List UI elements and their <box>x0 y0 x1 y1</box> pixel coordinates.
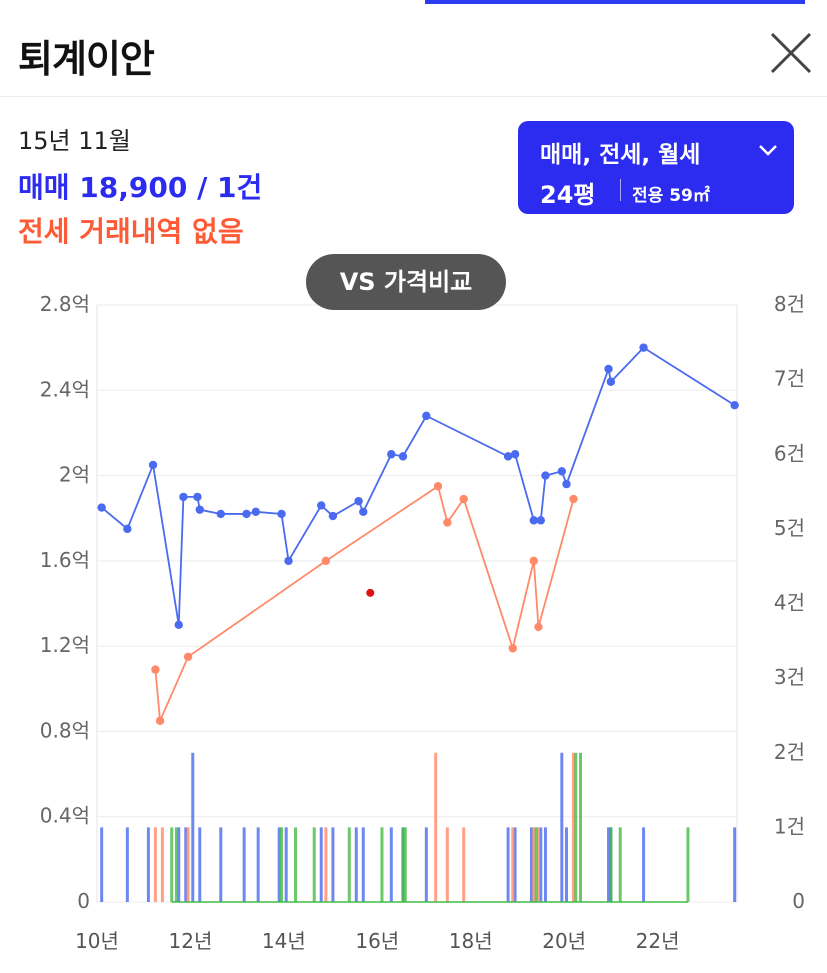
divider <box>620 179 621 201</box>
y-right-tick-label: 1건 <box>774 814 805 838</box>
data-point-sale <box>97 503 106 512</box>
close-icon <box>770 32 812 74</box>
data-point-sale <box>606 377 616 386</box>
data-point-jeonse <box>321 556 331 566</box>
data-point-sale <box>148 460 158 470</box>
pyeong-label: 24평 <box>540 181 596 209</box>
y-left-tick-label: 1.6억 <box>40 548 90 572</box>
x-tick-label: 10년 <box>75 929 119 953</box>
data-point-jeonse <box>569 494 578 504</box>
jeonse-summary: 전세 거래내역 없음 <box>18 215 244 248</box>
data-point-sale <box>730 401 739 410</box>
y-left-tick-label: 0 <box>77 889 90 913</box>
data-point-sale <box>604 364 613 374</box>
data-point-sale <box>562 479 571 489</box>
data-point-sale <box>242 509 251 519</box>
data-point-sale <box>541 471 550 480</box>
y-right-tick-label: 7건 <box>774 367 805 391</box>
data-point-sale <box>359 507 368 517</box>
data-point-sale <box>328 511 338 521</box>
data-point-jeonse <box>534 622 543 632</box>
close-button[interactable] <box>764 26 818 80</box>
data-point-jeonse <box>183 652 193 662</box>
page-title: 퇴계이안 <box>18 37 155 81</box>
vs-compare-button[interactable]: VS 가격비교 <box>306 254 506 310</box>
header: 퇴계이안 <box>0 4 827 97</box>
data-point-sale <box>193 492 202 502</box>
x-tick-label: 16년 <box>355 929 399 953</box>
y-left-tick-label: 2.8억 <box>40 292 90 316</box>
series-line-sale <box>101 346 736 625</box>
period-label: 15년 11월 <box>18 127 131 155</box>
x-tick-label: 18년 <box>449 929 493 953</box>
data-point-sale <box>277 509 286 519</box>
series-line-jeonse <box>154 484 575 722</box>
y-right-tick-label: 6건 <box>774 441 805 465</box>
y-left-tick-label: 0.4억 <box>40 804 90 828</box>
y-left-tick-label: 1.2억 <box>40 633 90 657</box>
data-point-sale <box>422 411 431 421</box>
data-point-jeonse <box>529 556 538 566</box>
data-point-sale <box>639 343 648 352</box>
data-point-sale <box>251 507 261 517</box>
x-tick-label: 14년 <box>262 929 306 953</box>
x-tick-label: 20년 <box>542 929 586 953</box>
y-right-tick-label: 5건 <box>774 516 805 540</box>
data-point-sale <box>195 505 204 514</box>
y-left-tick-label: 2.4억 <box>40 377 90 401</box>
sale-summary: 매매 18,900 / 1건 <box>18 171 263 204</box>
transaction-info: 15년 11월 매매 18,900 / 1건 전세 거래내역 없음 <box>18 124 262 254</box>
data-point-jeonse <box>433 482 443 491</box>
x-tick-label: 22년 <box>636 929 680 953</box>
data-point-sale <box>354 496 363 506</box>
trade-type-selector[interactable]: 매매, 전세, 월세 24평 전용 59㎡ <box>518 121 794 214</box>
data-point-sale <box>284 556 293 566</box>
y-right-tick-label: 8건 <box>774 292 805 316</box>
data-point-jeonse <box>151 665 160 674</box>
chevron-down-icon <box>758 138 778 162</box>
data-point-jeonse <box>508 644 517 653</box>
area-label: 전용 59㎡ <box>632 186 710 206</box>
data-point-sale <box>179 492 188 502</box>
data-point-sale <box>510 450 520 459</box>
x-tick-label: 12년 <box>169 929 213 953</box>
data-point-sale <box>174 620 183 630</box>
y-right-tick-label: 2건 <box>774 740 805 764</box>
y-right-tick-label: 3건 <box>774 665 805 689</box>
top-accent-bar <box>425 0 805 4</box>
data-point-sale <box>216 509 225 519</box>
data-point-jeonse <box>155 716 165 725</box>
data-point-sale <box>387 450 396 459</box>
y-right-tick-label: 0 <box>792 889 805 913</box>
data-point-sale <box>529 516 538 525</box>
y-left-tick-label: 2억 <box>59 463 90 487</box>
y-right-tick-label: 4건 <box>774 591 805 615</box>
data-point-sale <box>536 516 545 525</box>
data-point-jeonse <box>459 494 468 504</box>
data-point-jeonse <box>443 518 452 527</box>
selected-point <box>366 588 375 597</box>
price-chart: 2.8억 2.4억 2억 1.6억 1.2억 0.8억 0.4억 0 8건 7건 6건 5건 4건 3건 2… <box>40 292 805 953</box>
data-point-sale <box>503 452 513 461</box>
data-point-sale <box>557 467 567 476</box>
y-left-tick-label: 0.8억 <box>40 718 90 742</box>
data-point-sale <box>317 501 326 510</box>
data-point-sale <box>398 452 408 461</box>
trade-types-label: 매매, 전세, 월세 <box>540 142 701 168</box>
data-point-sale <box>123 524 132 534</box>
